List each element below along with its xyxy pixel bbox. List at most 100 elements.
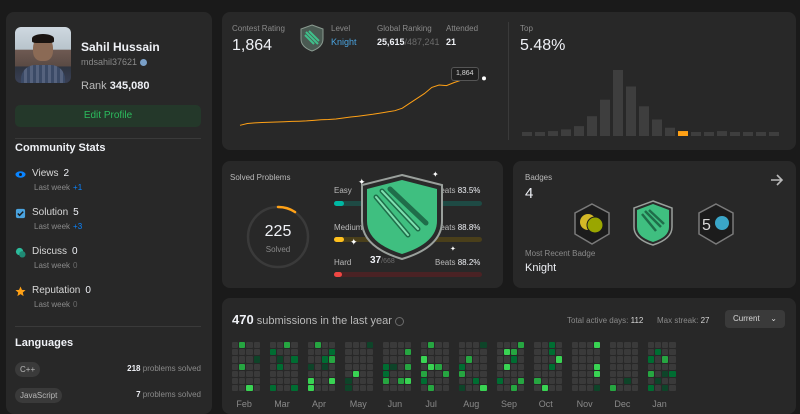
heatmap-cell[interactable] — [548, 363, 555, 370]
heatmap-cell[interactable] — [383, 349, 390, 356]
heatmap-cell[interactable] — [669, 349, 676, 356]
heatmap-cell[interactable] — [593, 349, 600, 356]
heatmap-cell[interactable] — [345, 378, 352, 385]
heatmap-cell[interactable] — [511, 385, 518, 392]
heatmap-cell[interactable] — [534, 370, 541, 377]
heatmap-cell[interactable] — [397, 356, 404, 363]
heatmap-cell[interactable] — [610, 342, 617, 349]
heatmap-cell[interactable] — [669, 356, 676, 363]
heatmap-cell[interactable] — [442, 363, 449, 370]
heatmap-cell[interactable] — [269, 385, 276, 392]
heatmap-cell[interactable] — [421, 356, 428, 363]
heatmap-cell[interactable] — [307, 363, 314, 370]
heatmap-cell[interactable] — [534, 349, 541, 356]
heatmap-cell[interactable] — [390, 342, 397, 349]
heatmap-cell[interactable] — [322, 349, 329, 356]
language-tag[interactable]: JavaScript — [15, 388, 63, 403]
heatmap-cell[interactable] — [329, 349, 336, 356]
heatmap-cell[interactable] — [359, 356, 366, 363]
heatmap-cell[interactable] — [466, 378, 473, 385]
heatmap-cell[interactable] — [435, 349, 442, 356]
heatmap-cell[interactable] — [586, 356, 593, 363]
heatmap-cell[interactable] — [496, 342, 503, 349]
heatmap-cell[interactable] — [496, 385, 503, 392]
heatmap-cell[interactable] — [572, 363, 579, 370]
heatmap-cell[interactable] — [345, 385, 352, 392]
heatmap-cell[interactable] — [404, 349, 411, 356]
heatmap-cell[interactable] — [428, 349, 435, 356]
heatmap-cell[interactable] — [556, 349, 563, 356]
heatmap-cell[interactable] — [593, 342, 600, 349]
heatmap-cell[interactable] — [253, 349, 260, 356]
heatmap-cell[interactable] — [442, 342, 449, 349]
heatmap-cell[interactable] — [586, 363, 593, 370]
heatmap-cell[interactable] — [610, 363, 617, 370]
heatmap-cell[interactable] — [655, 385, 662, 392]
heatmap-cell[interactable] — [647, 349, 654, 356]
heatmap-cell[interactable] — [383, 356, 390, 363]
heatmap-cell[interactable] — [442, 378, 449, 385]
heatmap-cell[interactable] — [246, 349, 253, 356]
heatmap-cell[interactable] — [329, 363, 336, 370]
heatmap-cell[interactable] — [383, 363, 390, 370]
heatmap-cell[interactable] — [352, 342, 359, 349]
heatmap-cell[interactable] — [548, 349, 555, 356]
heatmap-cell[interactable] — [473, 363, 480, 370]
heatmap-cell[interactable] — [307, 370, 314, 377]
heatmap-cell[interactable] — [631, 342, 638, 349]
heatmap-cell[interactable] — [572, 370, 579, 377]
heatmap-cell[interactable] — [314, 342, 321, 349]
heatmap-cell[interactable] — [239, 349, 246, 356]
heatmap-cell[interactable] — [631, 356, 638, 363]
heatmap-cell[interactable] — [246, 385, 253, 392]
heatmap-cell[interactable] — [359, 349, 366, 356]
heatmap-cell[interactable] — [624, 349, 631, 356]
heatmap-cell[interactable] — [232, 370, 239, 377]
heatmap-cell[interactable] — [291, 342, 298, 349]
heatmap-cell[interactable] — [246, 370, 253, 377]
heatmap-cell[interactable] — [480, 378, 487, 385]
heatmap-cell[interactable] — [404, 370, 411, 377]
heatmap-cell[interactable] — [511, 363, 518, 370]
heatmap-cell[interactable] — [322, 385, 329, 392]
year-dropdown[interactable]: Current ⌄ — [725, 310, 785, 328]
heatmap-cell[interactable] — [390, 363, 397, 370]
heatmap-cell[interactable] — [610, 378, 617, 385]
heatmap-cell[interactable] — [314, 363, 321, 370]
heatmap-cell[interactable] — [322, 356, 329, 363]
heatmap-cell[interactable] — [322, 378, 329, 385]
heatmap-cell[interactable] — [383, 342, 390, 349]
heatmap-cell[interactable] — [442, 349, 449, 356]
ranking-histogram[interactable] — [520, 70, 785, 136]
heatmap-cell[interactable] — [655, 363, 662, 370]
heatmap-cell[interactable] — [572, 385, 579, 392]
heatmap-cell[interactable] — [572, 349, 579, 356]
heatmap-cell[interactable] — [277, 363, 284, 370]
heatmap-cell[interactable] — [593, 363, 600, 370]
heatmap-cell[interactable] — [655, 349, 662, 356]
heatmap-cell[interactable] — [518, 342, 525, 349]
heatmap-cell[interactable] — [246, 363, 253, 370]
heatmap-cell[interactable] — [586, 342, 593, 349]
heatmap-cell[interactable] — [624, 363, 631, 370]
heatmap-cell[interactable] — [404, 342, 411, 349]
heatmap-cell[interactable] — [232, 385, 239, 392]
heatmap-cell[interactable] — [421, 378, 428, 385]
heatmap-cell[interactable] — [647, 385, 654, 392]
heatmap-cell[interactable] — [383, 378, 390, 385]
heatmap-cell[interactable] — [435, 385, 442, 392]
heatmap-cell[interactable] — [662, 349, 669, 356]
heatmap-cell[interactable] — [541, 342, 548, 349]
heatmap-cell[interactable] — [518, 363, 525, 370]
heatmap-cell[interactable] — [314, 349, 321, 356]
heatmap-cell[interactable] — [662, 385, 669, 392]
heatmap-cell[interactable] — [314, 370, 321, 377]
heatmap-cell[interactable] — [421, 370, 428, 377]
heatmap-cell[interactable] — [246, 342, 253, 349]
heatmap-cell[interactable] — [624, 370, 631, 377]
heatmap-cell[interactable] — [655, 370, 662, 377]
heatmap-cell[interactable] — [291, 370, 298, 377]
heatmap-cell[interactable] — [503, 342, 510, 349]
heatmap-cell[interactable] — [277, 342, 284, 349]
heatmap-cell[interactable] — [421, 349, 428, 356]
